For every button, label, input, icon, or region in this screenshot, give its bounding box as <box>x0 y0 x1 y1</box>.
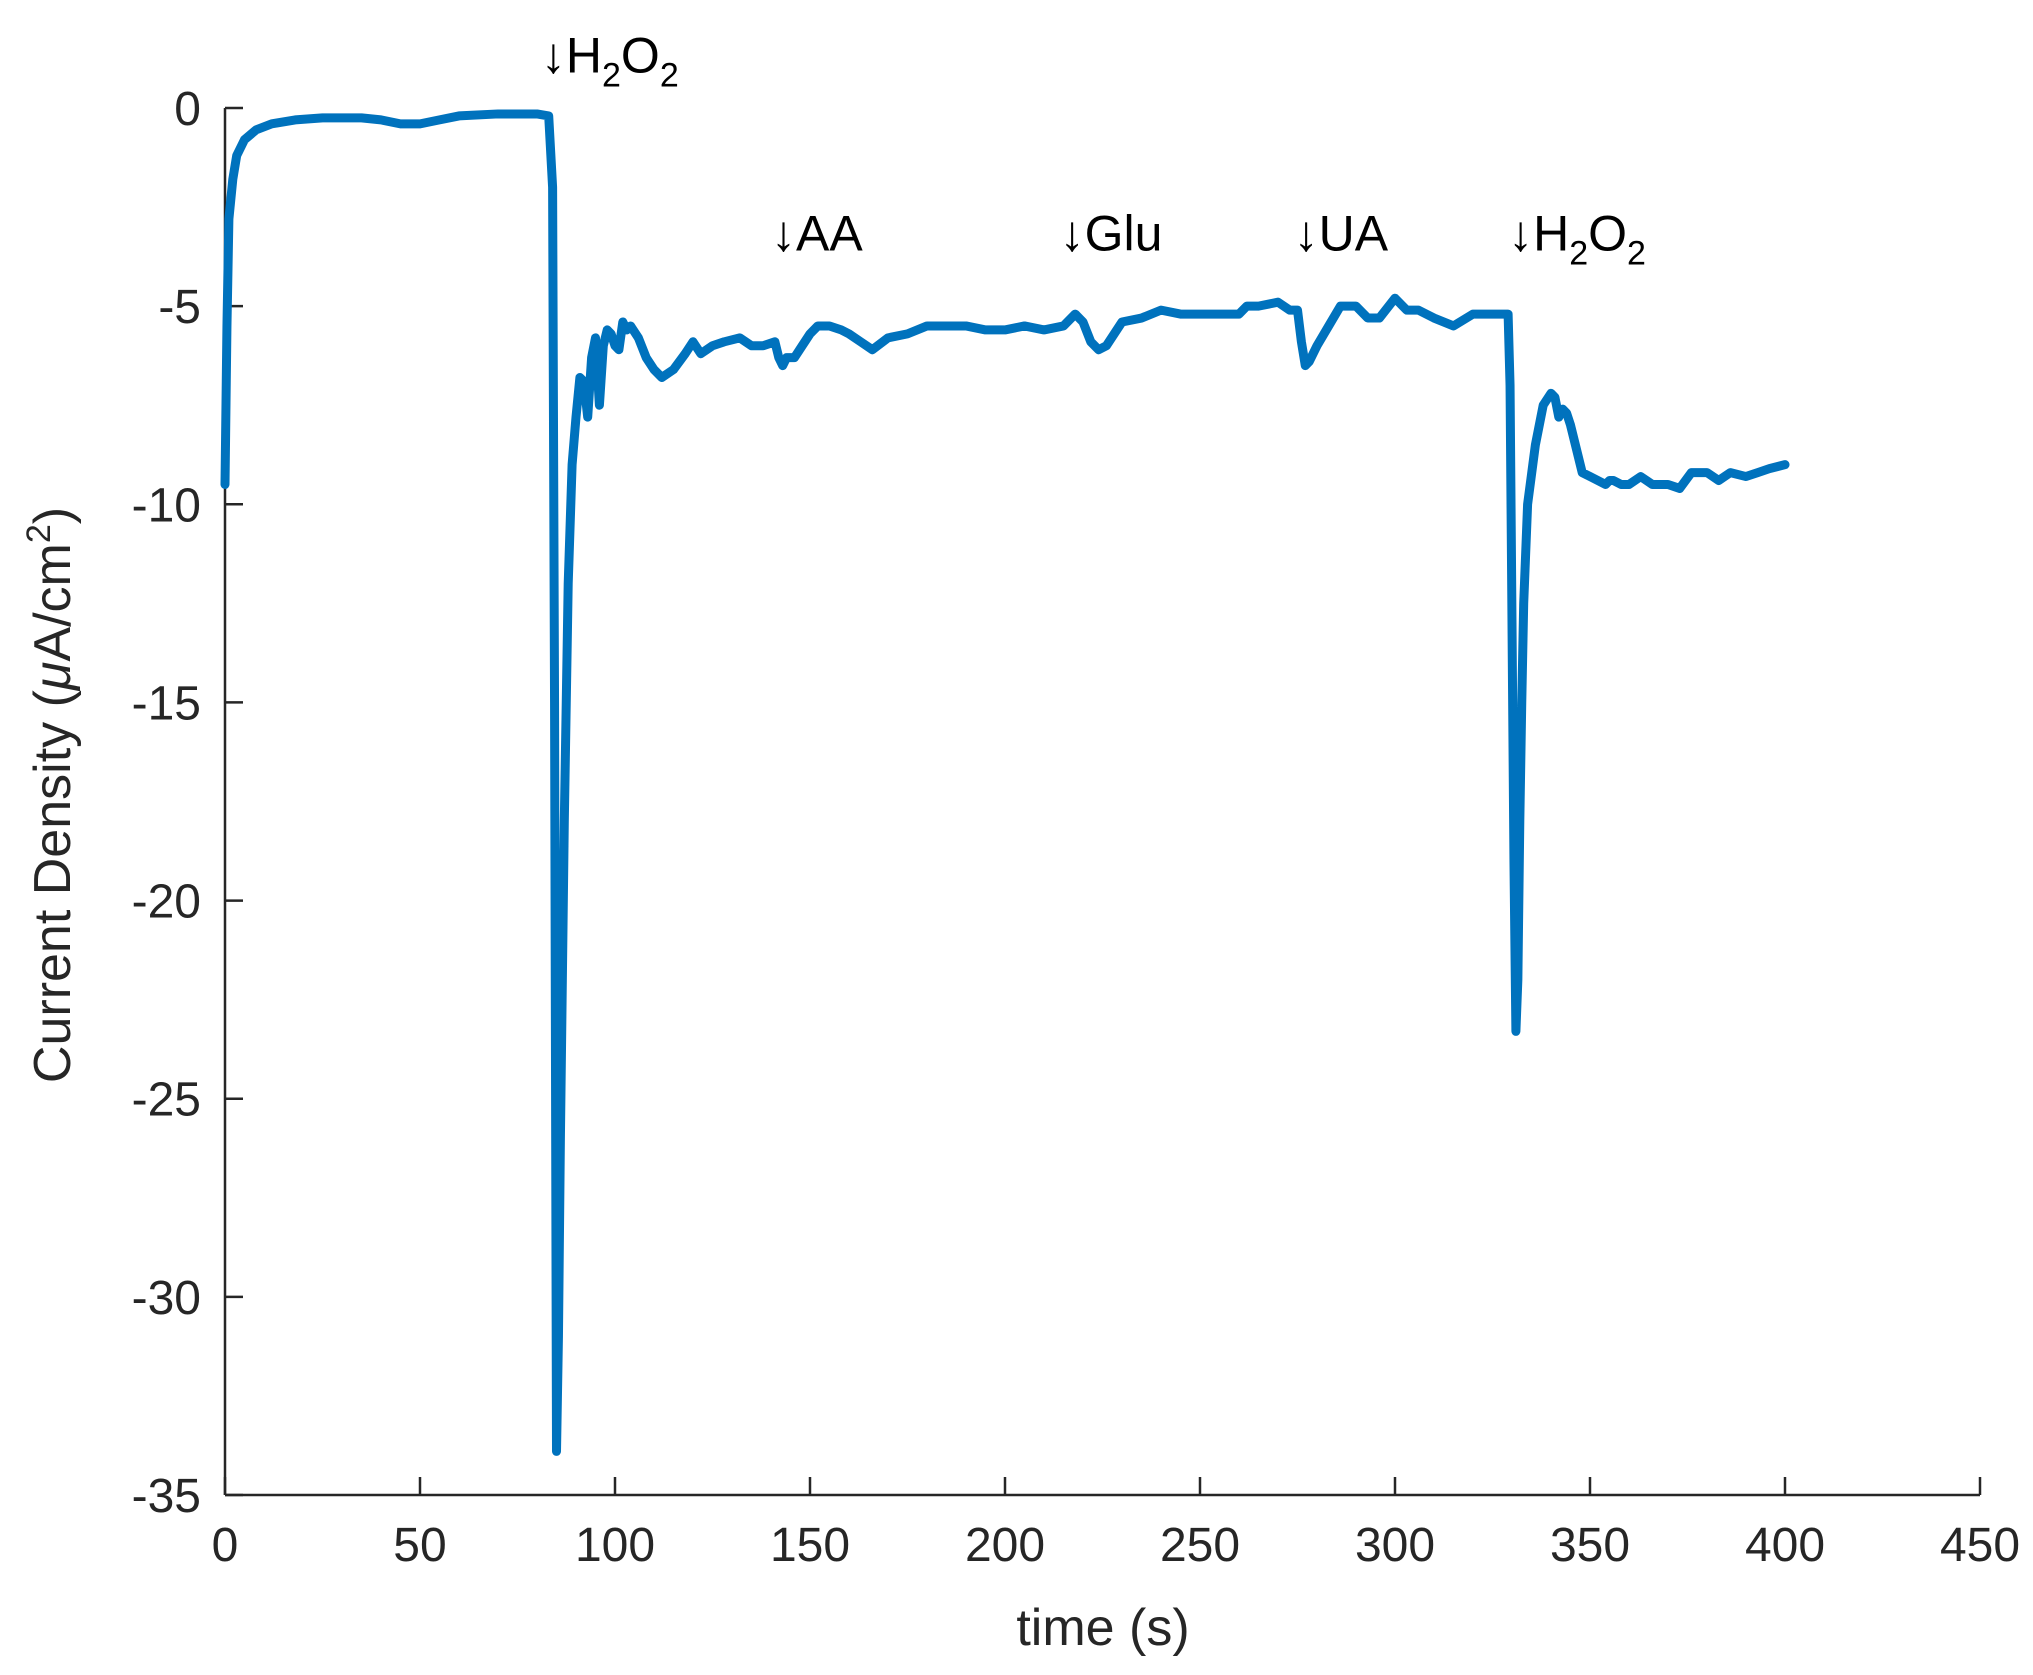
annotation-text: O <box>621 27 660 83</box>
x-axis-title: time (s) <box>1016 1599 1189 1657</box>
y-ticks: 0 -5 -10 -15 -20 -25 -30 -35 <box>132 83 243 1523</box>
y-axis-title: Current Density (μA/cm2) <box>20 507 82 1083</box>
x-tick-label: 100 <box>575 1519 655 1572</box>
annotation-text: Glu <box>1085 206 1163 262</box>
annotation-text: ↓ <box>1508 206 1533 262</box>
y-tick-label: -30 <box>132 1272 201 1325</box>
series-line-1 <box>220 109 1790 1456</box>
x-tick-label: 0 <box>212 1519 239 1572</box>
annotation-text: 2 <box>602 56 621 94</box>
annotation-4: ↓UA <box>1294 206 1389 262</box>
annotation-2: ↓AA <box>771 206 863 262</box>
x-tick-label: 450 <box>1940 1519 2020 1572</box>
annotation-text: ↓ <box>1294 206 1319 262</box>
y-tick-label: -10 <box>132 479 201 532</box>
x-tick-label: 300 <box>1355 1519 1435 1572</box>
x-tick-label: 200 <box>965 1519 1045 1572</box>
axes <box>223 108 1980 1497</box>
annotation-text: H <box>566 27 602 83</box>
annotation-5: ↓H2O2 <box>1508 206 1646 273</box>
x-tick-label: 50 <box>393 1519 446 1572</box>
annotation-text: ↓ <box>541 27 566 83</box>
annotation-text: O <box>1588 206 1627 262</box>
x-tick-label: 350 <box>1550 1519 1630 1572</box>
y-tick-label: -20 <box>132 876 201 929</box>
y-tick-label: -25 <box>132 1074 201 1127</box>
annotation-text: AA <box>796 206 863 262</box>
y-tick-label: -35 <box>132 1470 201 1523</box>
annotation-text: 2 <box>1569 235 1588 273</box>
x-tick-label: 400 <box>1745 1519 1825 1572</box>
y-tick-label: -15 <box>132 677 201 730</box>
annotation-text: H <box>1533 206 1569 262</box>
annotations: ↓H2O2↓AA ↓Glu ↓UA ↓H2O2 <box>541 27 1646 272</box>
annotation-text: 2 <box>1627 235 1646 273</box>
y-axis-title-main: Current Density ( <box>24 689 82 1083</box>
annotation-text: 2 <box>660 56 679 94</box>
y-axis-title-mu: μ <box>24 662 82 693</box>
x-tick-label: 250 <box>1160 1519 1240 1572</box>
y-axis-title-close: ) <box>24 507 82 524</box>
x-ticks: 0 50 100 150 200 250 300 350 400 450 <box>212 1477 2020 1572</box>
annotation-text: UA <box>1319 206 1389 262</box>
series-group <box>220 109 1790 1456</box>
annotation-3: ↓Glu <box>1060 206 1163 262</box>
y-axis-title-unit: A/cm <box>24 543 82 661</box>
y-tick-label: 0 <box>174 83 201 136</box>
y-tick-label: -5 <box>158 281 201 334</box>
annotation-text: ↓ <box>771 206 796 262</box>
y-axis-title-sup: 2 <box>20 524 58 543</box>
annotation-text: ↓ <box>1060 206 1085 262</box>
annotation-1: ↓H2O2 <box>541 27 679 94</box>
x-tick-label: 150 <box>770 1519 850 1572</box>
